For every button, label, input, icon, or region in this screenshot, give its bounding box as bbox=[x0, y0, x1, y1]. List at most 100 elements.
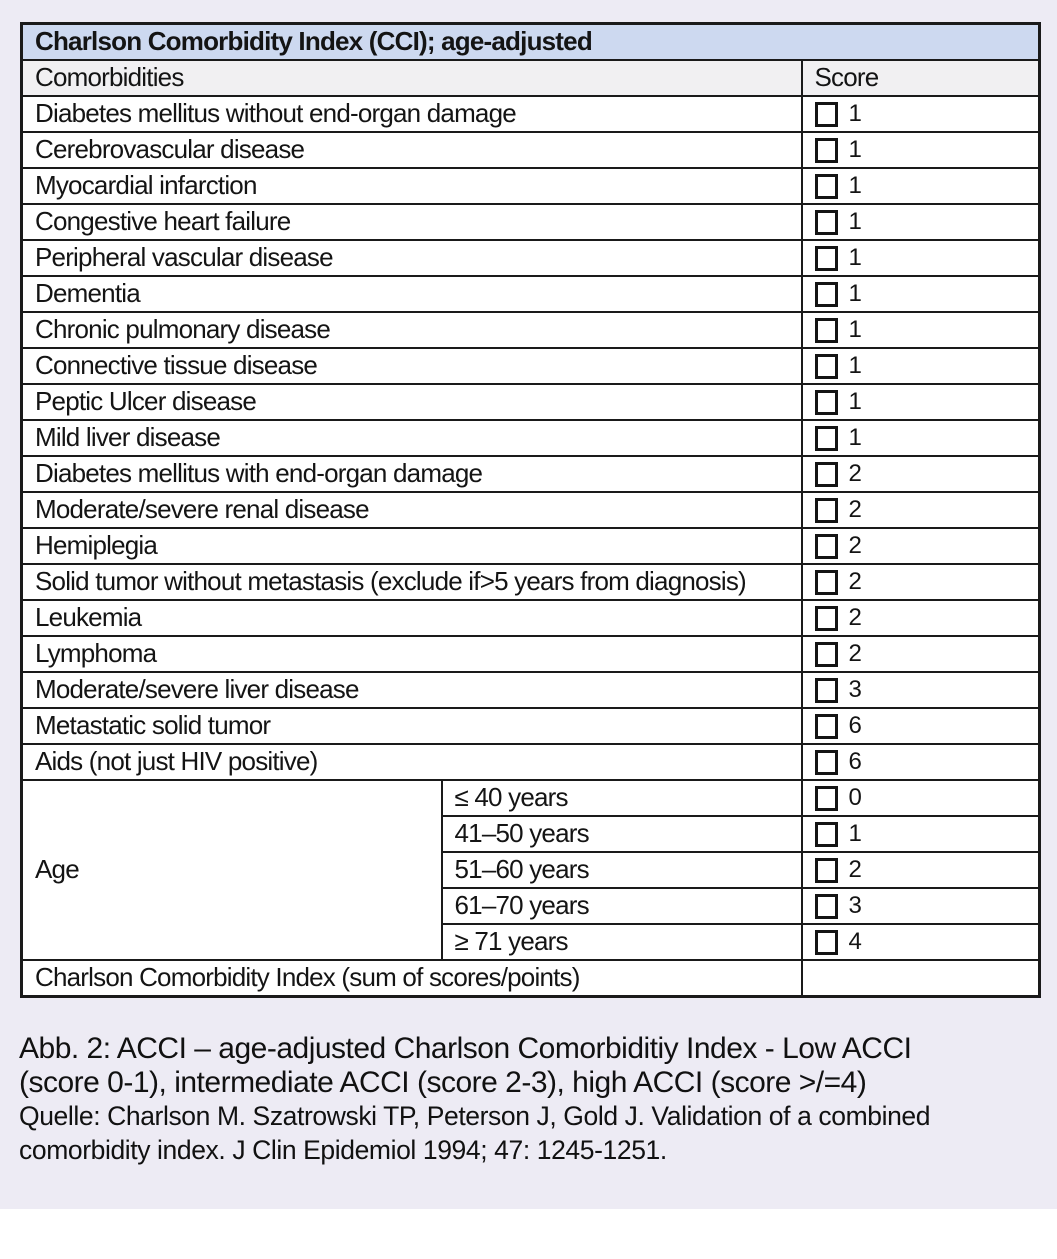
table-title: Charlson Comorbidity Index (CCI); age-ad… bbox=[20, 22, 1041, 61]
score-checkbox[interactable] bbox=[814, 641, 838, 667]
score-cell: 1 bbox=[800, 203, 1041, 241]
score-value: 4 bbox=[848, 928, 862, 956]
score-value: 3 bbox=[848, 676, 862, 704]
comorbidity-label: Myocardial infarction bbox=[20, 167, 803, 205]
figure-page: Charlson Comorbidity Index (CCI); age-ad… bbox=[0, 0, 1057, 1209]
table-row: Cerebrovascular disease 1 bbox=[20, 131, 1041, 169]
score-checkbox[interactable] bbox=[814, 749, 838, 775]
score-checkbox[interactable] bbox=[814, 209, 838, 235]
score-cell: 2 bbox=[800, 851, 1041, 889]
cci-table: Charlson Comorbidity Index (CCI); age-ad… bbox=[20, 22, 1041, 998]
score-checkbox[interactable] bbox=[814, 101, 838, 127]
score-cell: 1 bbox=[800, 815, 1041, 853]
score-value: 1 bbox=[848, 244, 862, 272]
score-cell: 0 bbox=[800, 779, 1041, 817]
sum-score-cell bbox=[800, 959, 1041, 998]
score-cell: 2 bbox=[800, 491, 1041, 529]
score-cell: 2 bbox=[800, 599, 1041, 637]
age-range-label: ≤ 40 years bbox=[440, 779, 803, 817]
score-checkbox[interactable] bbox=[814, 677, 838, 703]
table-row: Mild liver disease 1 bbox=[20, 419, 1041, 457]
score-checkbox[interactable] bbox=[814, 929, 838, 955]
score-checkbox[interactable] bbox=[814, 425, 838, 451]
score-checkbox[interactable] bbox=[814, 245, 838, 271]
comorbidity-label: Hemiplegia bbox=[20, 527, 803, 565]
age-range-label: 41–50 years bbox=[440, 815, 803, 853]
score-checkbox[interactable] bbox=[814, 173, 838, 199]
comorbidity-label: Diabetes mellitus with end-organ damage bbox=[20, 455, 803, 493]
source-line-1: Quelle: Charlson M. Szatrowski TP, Peter… bbox=[19, 1101, 931, 1131]
age-row: 51–60 years 2 bbox=[22, 851, 1041, 889]
score-cell: 2 bbox=[800, 455, 1041, 493]
score-value: 1 bbox=[848, 100, 862, 128]
comorbidity-label: Dementia bbox=[20, 275, 803, 313]
score-cell: 6 bbox=[800, 707, 1041, 745]
sum-label: Charlson Comorbidity Index (sum of score… bbox=[20, 959, 803, 998]
score-checkbox[interactable] bbox=[814, 569, 838, 595]
comorbidity-label: Mild liver disease bbox=[20, 419, 803, 457]
table-row: Solid tumor without metastasis (exclude … bbox=[20, 563, 1041, 601]
score-value: 0 bbox=[848, 784, 862, 812]
score-value: 1 bbox=[848, 136, 862, 164]
score-cell: 1 bbox=[800, 347, 1041, 385]
comorbidity-label: Peptic Ulcer disease bbox=[20, 383, 803, 421]
score-value: 2 bbox=[848, 532, 862, 560]
score-value: 3 bbox=[848, 892, 862, 920]
comorbidity-label: Connective tissue disease bbox=[20, 347, 803, 385]
score-value: 1 bbox=[848, 208, 862, 236]
score-checkbox[interactable] bbox=[814, 713, 838, 739]
age-row: 61–70 years 3 bbox=[22, 887, 1041, 925]
score-checkbox[interactable] bbox=[814, 785, 838, 811]
score-checkbox[interactable] bbox=[814, 353, 838, 379]
score-cell: 1 bbox=[800, 419, 1041, 457]
table-row: Congestive heart failure 1 bbox=[20, 203, 1041, 241]
score-value: 2 bbox=[848, 856, 862, 884]
score-value: 1 bbox=[848, 820, 862, 848]
score-checkbox[interactable] bbox=[814, 821, 838, 847]
age-range-label: 61–70 years bbox=[440, 887, 803, 925]
table-row: Moderate/severe liver disease 3 bbox=[20, 671, 1041, 709]
score-checkbox[interactable] bbox=[814, 533, 838, 559]
score-cell: 3 bbox=[800, 671, 1041, 709]
score-checkbox[interactable] bbox=[814, 389, 838, 415]
comorbidity-label: Peripheral vascular disease bbox=[20, 239, 803, 277]
table-row: Myocardial infarction 1 bbox=[20, 167, 1041, 205]
score-checkbox[interactable] bbox=[814, 461, 838, 487]
score-checkbox[interactable] bbox=[814, 893, 838, 919]
age-row: 41–50 years 1 bbox=[22, 815, 1041, 853]
sum-row: Charlson Comorbidity Index (sum of score… bbox=[20, 959, 1041, 998]
table-row: Hemiplegia 2 bbox=[20, 527, 1041, 565]
score-cell: 1 bbox=[800, 239, 1041, 277]
table-row: Moderate/severe renal disease 2 bbox=[20, 491, 1041, 529]
table-row: Peripheral vascular disease 1 bbox=[20, 239, 1041, 277]
score-checkbox[interactable] bbox=[814, 605, 838, 631]
score-checkbox[interactable] bbox=[814, 857, 838, 883]
caption-line-2: (score 0-1), intermediate ACCI (score 2-… bbox=[19, 1066, 867, 1099]
score-cell: 3 bbox=[800, 887, 1041, 925]
score-value: 2 bbox=[848, 640, 862, 668]
score-cell: 4 bbox=[800, 923, 1041, 961]
score-checkbox[interactable] bbox=[814, 497, 838, 523]
header-comorbidities: Comorbidities bbox=[20, 59, 803, 97]
table-row: Diabetes mellitus without end-organ dama… bbox=[20, 95, 1041, 133]
source-line-2: comorbidity index. J Clin Epidemiol 1994… bbox=[19, 1134, 667, 1165]
score-checkbox[interactable] bbox=[814, 137, 838, 163]
score-value: 6 bbox=[848, 748, 862, 776]
table-row: Dementia 1 bbox=[20, 275, 1041, 313]
comorbidity-label: Lymphoma bbox=[20, 635, 803, 673]
score-cell: 1 bbox=[800, 275, 1041, 313]
table-row: Peptic Ulcer disease 1 bbox=[20, 383, 1041, 421]
comorbidity-label: Cerebrovascular disease bbox=[20, 131, 803, 169]
score-value: 1 bbox=[848, 172, 862, 200]
score-value: 1 bbox=[848, 424, 862, 452]
score-cell: 1 bbox=[800, 383, 1041, 421]
score-cell: 1 bbox=[800, 131, 1041, 169]
table-row: Leukemia 2 bbox=[20, 599, 1041, 637]
score-value: 1 bbox=[848, 388, 862, 416]
score-value: 2 bbox=[848, 604, 862, 632]
score-checkbox[interactable] bbox=[814, 317, 838, 343]
table-row: Diabetes mellitus with end-organ damage … bbox=[20, 455, 1041, 493]
score-value: 2 bbox=[848, 496, 862, 524]
score-checkbox[interactable] bbox=[814, 281, 838, 307]
table-row: Chronic pulmonary disease 1 bbox=[20, 311, 1041, 349]
